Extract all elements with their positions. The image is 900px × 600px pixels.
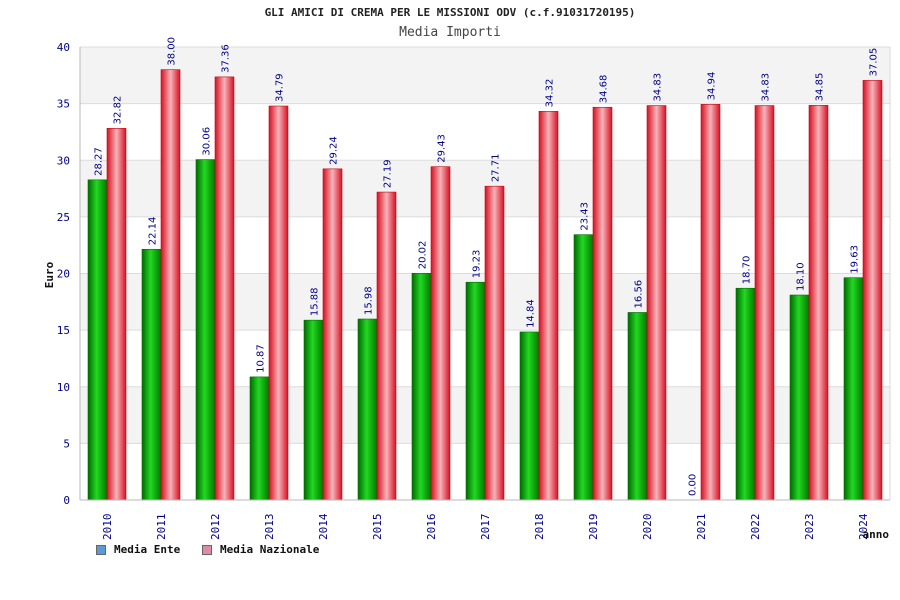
y-tick-label: 5 [63, 437, 70, 450]
x-tick-label: 2020 [641, 514, 654, 541]
data-label: 15.98 [364, 286, 375, 315]
data-label: 27.71 [491, 154, 502, 183]
x-tick-label: 2017 [479, 514, 492, 541]
legend-item-media-ente: Media Ente [96, 543, 180, 556]
bar-media-nazionale-2010 [106, 128, 127, 501]
legend-item-media-nazionale: Media Nazionale [202, 543, 319, 556]
chart-subtitle: Media Importi [399, 25, 501, 40]
data-label: 16.56 [634, 280, 645, 309]
x-tick-label: 2011 [155, 514, 168, 541]
bar-media-ente-2020 [627, 312, 648, 501]
axes: 0 5 10 15 20 25 30 35 40 2010 2011 2012 2013 2014 2015… [57, 41, 891, 541]
y-tick-label: 25 [57, 211, 70, 224]
data-label: 27.19 [383, 159, 394, 188]
x-tick-label: 2022 [749, 514, 762, 541]
y-tick-label: 35 [57, 98, 70, 111]
bar-media-ente-2013 [249, 376, 270, 501]
y-tick-label: 20 [57, 268, 70, 281]
bar-media-ente-2010 [87, 179, 108, 501]
x-tick-label: 2021 [695, 514, 708, 541]
bar-media-nazionale-2024 [862, 80, 883, 501]
bar-media-nazionale-2020 [646, 105, 667, 501]
bar-media-nazionale-2016 [430, 166, 451, 501]
data-label: 32.82 [113, 96, 124, 125]
data-label: 34.32 [545, 79, 556, 108]
data-label: 29.24 [329, 136, 340, 165]
x-tick-label: 2023 [803, 514, 816, 541]
bar-media-ente-2024 [843, 277, 864, 501]
bar-media-nazionale-2018 [538, 111, 559, 501]
bar-media-nazionale-2014 [322, 168, 343, 501]
x-tick-label: 2016 [425, 514, 438, 541]
bar-media-ente-2012 [195, 159, 216, 501]
y-tick-label: 10 [57, 381, 70, 394]
bar-media-ente-2022 [735, 287, 756, 501]
data-label: 34.83 [761, 73, 772, 102]
bar-media-nazionale-2015 [376, 191, 397, 501]
data-label: 14.84 [526, 299, 537, 328]
bar-media-ente-2023 [789, 294, 810, 501]
data-label: 34.79 [275, 73, 286, 102]
x-tick-label: 2012 [209, 514, 222, 541]
data-label: 0.00 [688, 474, 699, 496]
legend-label-media-nazionale: Media Nazionale [220, 543, 320, 556]
x-tick-label: 2014 [317, 513, 330, 540]
bar-media-ente-2019 [573, 234, 594, 501]
bar-media-nazionale-2012 [214, 76, 235, 501]
y-axis-label: Euro [43, 261, 56, 288]
data-label: 34.94 [707, 72, 718, 101]
y-tick-label: 30 [57, 154, 70, 167]
data-label: 10.87 [256, 344, 267, 373]
bar-media-nazionale-2022 [754, 105, 775, 501]
data-label: 23.43 [580, 202, 591, 231]
x-axis-label: anno [863, 528, 890, 541]
data-label: 34.85 [815, 73, 826, 102]
legend-swatch-media-ente [96, 544, 106, 555]
x-tick-label: 2015 [371, 514, 384, 541]
y-tick-label: 0 [63, 494, 70, 507]
bar-media-nazionale-2017 [484, 185, 505, 501]
legend-swatch-media-nazionale [202, 544, 212, 555]
bar-media-nazionale-2021 [700, 104, 721, 501]
legend-label-media-ente: Media Ente [114, 543, 181, 556]
data-label: 22.14 [148, 217, 159, 246]
data-label: 37.05 [869, 48, 880, 77]
bar-media-nazionale-2011 [160, 69, 181, 501]
bar-media-ente-2011 [141, 248, 162, 501]
y-tick-label: 40 [57, 41, 70, 54]
data-label: 30.06 [202, 127, 213, 156]
data-label: 37.36 [221, 44, 232, 73]
bar-media-ente-2017 [465, 281, 486, 501]
data-label: 34.83 [653, 73, 664, 102]
bar-media-nazionale-2023 [808, 105, 829, 501]
bar-media-nazionale-2013 [268, 105, 289, 501]
bar-media-ente-2016 [411, 272, 432, 501]
x-tick-label: 2018 [533, 514, 546, 541]
bar-media-ente-2014 [303, 319, 324, 501]
bar-media-ente-2015 [357, 318, 378, 501]
bar-media-ente-2018 [519, 331, 540, 501]
data-label: 20.02 [418, 241, 429, 270]
data-label: 18.10 [796, 262, 807, 291]
data-label: 28.27 [94, 147, 105, 176]
data-label: 38.00 [167, 37, 178, 66]
x-tick-label: 2010 [101, 514, 114, 541]
data-label: 18.70 [742, 256, 753, 285]
y-tick-label: 15 [57, 324, 70, 337]
data-labels: 28.27 32.82 22.14 38.00 30.06 37.36 10.87 34.79… [94, 37, 880, 496]
chart-title: GLI AMICI DI CREMA PER LE MISSIONI ODV (… [264, 6, 636, 19]
x-tick-label: 2013 [263, 514, 276, 541]
data-label: 29.43 [437, 134, 448, 163]
data-label: 19.23 [472, 250, 483, 279]
x-tick-label: 2019 [587, 514, 600, 541]
data-label: 34.68 [599, 75, 610, 104]
bar-media-nazionale-2019 [592, 106, 613, 501]
x-tick-label: 2024 [857, 513, 870, 540]
data-label: 19.63 [850, 245, 861, 274]
data-label: 15.88 [310, 288, 321, 317]
